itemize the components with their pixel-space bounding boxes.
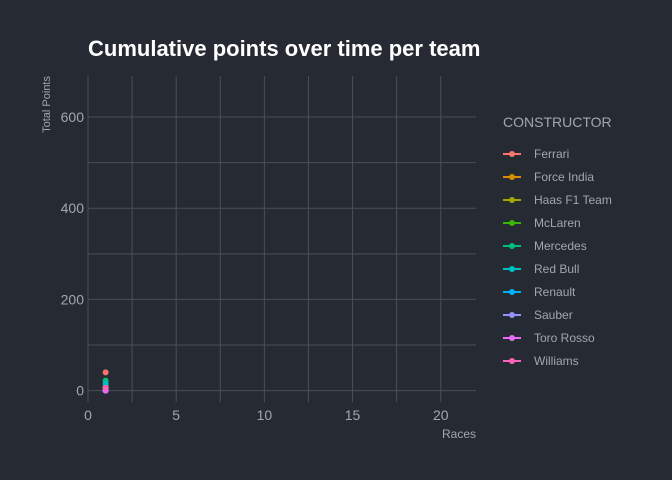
legend-item-ferrari: Ferrari	[503, 142, 612, 165]
legend-item-toro-rosso: Toro Rosso	[503, 326, 612, 349]
legend-item-haas-f1-team: Haas F1 Team	[503, 188, 612, 211]
data-point-williams	[102, 384, 109, 391]
legend-key-red-bull	[503, 264, 521, 274]
legend-key-dot	[509, 311, 515, 318]
legend-item-williams: Williams	[503, 349, 612, 372]
legend-key-dot	[509, 150, 515, 157]
legend-label: Sauber	[534, 307, 573, 322]
legend-key-dot	[509, 334, 515, 341]
legend-key-dot	[509, 357, 515, 364]
legend-label: Haas F1 Team	[534, 192, 612, 207]
legend-items: Ferrari Force India Haas F1 Team McLaren Mer…	[503, 142, 612, 372]
data-point-ferrari	[102, 369, 109, 376]
x-tick-label: 0	[84, 407, 92, 423]
legend-key-dot	[509, 196, 515, 203]
legend-title: CONSTRUCTOR	[503, 114, 612, 130]
legend-key-dot	[509, 219, 515, 226]
legend-item-mclaren: McLaren	[503, 211, 612, 234]
legend-key-dot	[509, 265, 515, 272]
y-axis-label: Total Points	[41, 76, 53, 133]
legend-key-sauber	[503, 310, 521, 320]
legend-label: Force India	[534, 169, 595, 184]
legend-label: Mercedes	[534, 238, 587, 253]
legend-label: Renault	[534, 284, 576, 299]
y-tick-label: 400	[61, 200, 85, 216]
legend: CONSTRUCTOR Ferrari Force India Haas F1 Te…	[503, 114, 612, 372]
legend-item-renault: Renault	[503, 280, 612, 303]
x-tick-label: 20	[433, 407, 449, 423]
legend-label: Red Bull	[534, 261, 580, 276]
x-axis-label: Races	[442, 427, 476, 441]
legend-label: McLaren	[534, 215, 581, 230]
legend-key-toro-rosso	[503, 333, 521, 343]
legend-key-haas-f1-team	[503, 195, 521, 205]
legend-key-renault	[503, 287, 521, 297]
legend-key-dot	[509, 242, 515, 249]
x-tick-label: 15	[345, 407, 361, 423]
x-tick-label: 5	[172, 407, 180, 423]
legend-label: Toro Rosso	[534, 330, 595, 345]
legend-key-mclaren	[503, 218, 521, 228]
legend-key-force-india	[503, 172, 521, 182]
legend-item-sauber: Sauber	[503, 303, 612, 326]
legend-key-dot	[509, 288, 515, 295]
y-tick-label: 200	[61, 291, 85, 307]
legend-key-dot	[509, 173, 515, 180]
legend-label: Williams	[534, 353, 579, 368]
data-point-red-bull	[102, 380, 109, 387]
legend-item-mercedes: Mercedes	[503, 234, 612, 257]
x-tick-label: 10	[257, 407, 273, 423]
legend-item-red-bull: Red Bull	[503, 257, 612, 280]
y-tick-label: 0	[76, 383, 84, 399]
legend-item-force-india: Force India	[503, 165, 612, 188]
legend-key-mercedes	[503, 241, 521, 251]
legend-key-williams	[503, 356, 521, 366]
y-tick-label: 600	[61, 109, 85, 125]
legend-key-ferrari	[503, 149, 521, 159]
chart-title: Cumulative points over time per team	[88, 36, 481, 61]
legend-label: Ferrari	[534, 146, 570, 161]
